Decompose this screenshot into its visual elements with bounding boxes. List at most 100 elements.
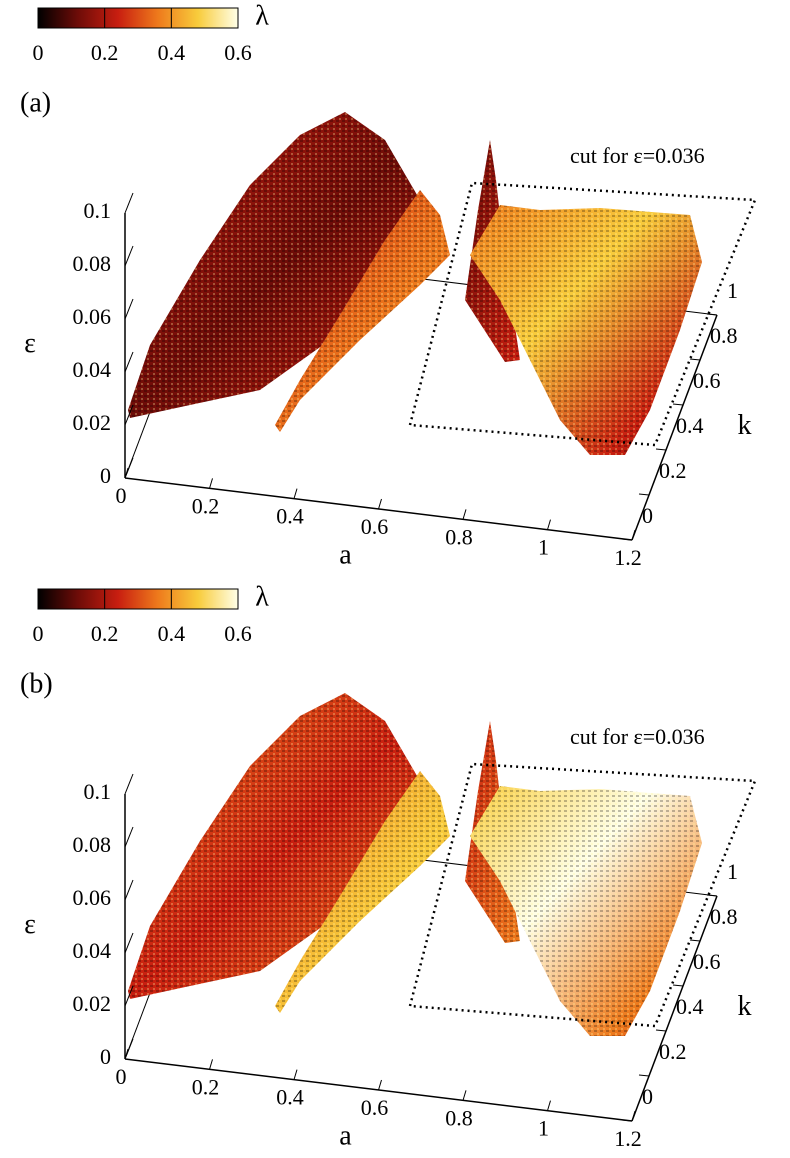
y-tick-label: 0 [642, 503, 653, 528]
y-tick [621, 1119, 633, 1122]
y-tick-label: 1 [727, 278, 738, 303]
x-tick [124, 1048, 129, 1060]
y-tick [638, 1074, 650, 1077]
y-tick [689, 939, 701, 942]
z-tick-label: 0 [100, 1044, 111, 1069]
x-tick-label: 0.6 [361, 1095, 389, 1120]
y-axis [631, 314, 718, 541]
x-tick [209, 478, 213, 489]
colorbar-tick-label: 0.6 [224, 621, 252, 646]
z-tick-label: 0.02 [73, 991, 112, 1016]
y-tick [672, 984, 684, 987]
z-tick-label: 0.1 [84, 198, 112, 223]
x-tick-label: 0.4 [276, 504, 304, 529]
colorbar-tick-label: 0.2 [91, 40, 119, 65]
z-tick [124, 245, 134, 267]
colorbar [37, 588, 239, 610]
y-tick-label: 0.4 [676, 413, 704, 438]
z-tick [124, 932, 134, 954]
z-tick-label: 0.04 [73, 357, 112, 382]
surface-texture [470, 205, 702, 455]
y-tick-label: 0.8 [710, 904, 738, 929]
x-tick-label: 0 [116, 483, 127, 508]
x-tick [378, 498, 382, 510]
y-tick [655, 448, 667, 451]
x-tick-label: 1 [538, 535, 549, 560]
z-tick [124, 351, 134, 373]
colorbar-tick-label: 0 [33, 40, 44, 65]
panel-label: (a) [20, 87, 51, 118]
colorbar [37, 7, 239, 29]
surface-texture [128, 112, 445, 418]
x-axis-label: a [339, 1120, 352, 1151]
y-tick [672, 403, 684, 406]
x-tick-label: 0.6 [361, 514, 389, 539]
colorbar-tick-label: 0.6 [224, 40, 252, 65]
y-tick-label: 0.6 [693, 949, 721, 974]
z-tick-label: 0.08 [73, 251, 112, 276]
y-tick-label: 0.2 [659, 1039, 687, 1064]
x-tick-label: 1 [538, 1116, 549, 1141]
y-tick-label: 0.6 [693, 368, 721, 393]
y-tick [689, 358, 701, 361]
x-tick-label: 0.8 [445, 1105, 473, 1130]
z-tick [124, 404, 134, 426]
colorbar-tick-label: 0.4 [158, 621, 186, 646]
z-axis-label: ε [24, 328, 36, 359]
y-tick [706, 894, 718, 897]
z-tick-label: 0.02 [73, 410, 112, 435]
colorbar-label: λ [255, 581, 269, 612]
z-tick-label: 0 [100, 463, 111, 488]
y-tick-label: 0.8 [710, 323, 738, 348]
annotation: cut for ε=0.036 [570, 724, 705, 749]
z-axis-label: ε [24, 909, 36, 940]
y-axis-label: k [738, 410, 752, 441]
y-tick-label: 0.2 [659, 458, 687, 483]
colorbar-tick-label: 0.4 [158, 40, 186, 65]
x-tick [462, 1090, 467, 1101]
x-tick [209, 1059, 213, 1070]
x-tick [631, 1110, 636, 1122]
colorbar-tick-label: 0 [33, 621, 44, 646]
colorbar-label: λ [255, 0, 269, 31]
z-tick-label: 0.04 [73, 938, 112, 963]
surface-texture [275, 771, 450, 1013]
y-axis-label: k [738, 991, 752, 1022]
colorbar-tick-label: 0.2 [91, 621, 119, 646]
x-tick-label: 0.8 [445, 524, 473, 549]
z-tick [124, 298, 134, 320]
surface-texture [128, 693, 445, 999]
x-tick-label: 0.4 [276, 1085, 304, 1110]
y-tick-label: 1 [727, 859, 738, 884]
z-tick-label: 0.1 [84, 779, 112, 804]
z-tick [124, 985, 134, 1007]
x-tick [124, 467, 129, 479]
x-tick-label: 0.2 [192, 493, 220, 518]
surface-texture [275, 190, 450, 432]
panel-label: (b) [20, 668, 53, 699]
x-tick [378, 1079, 382, 1091]
x-tick [547, 519, 551, 530]
x-tick-label: 1.2 [614, 1126, 642, 1151]
y-tick-label: 0.4 [676, 994, 704, 1019]
y-tick [655, 1029, 667, 1032]
x-tick-label: 1.2 [614, 545, 642, 570]
x-tick [293, 488, 298, 499]
z-tick [124, 773, 134, 795]
z-tick [124, 879, 134, 901]
x-tick-label: 0.2 [192, 1074, 220, 1099]
y-tick [621, 538, 633, 541]
y-tick-label: 0 [642, 1084, 653, 1109]
y-axis [631, 895, 718, 1122]
x-tick [631, 529, 636, 541]
y-tick [706, 313, 718, 316]
z-tick [124, 192, 134, 214]
y-tick [638, 493, 650, 496]
x-tick-label: 0 [116, 1064, 127, 1089]
x-tick [462, 509, 467, 520]
x-axis-label: a [339, 539, 352, 570]
annotation: cut for ε=0.036 [570, 143, 705, 168]
x-tick [547, 1100, 551, 1111]
x-tick [293, 1069, 298, 1080]
